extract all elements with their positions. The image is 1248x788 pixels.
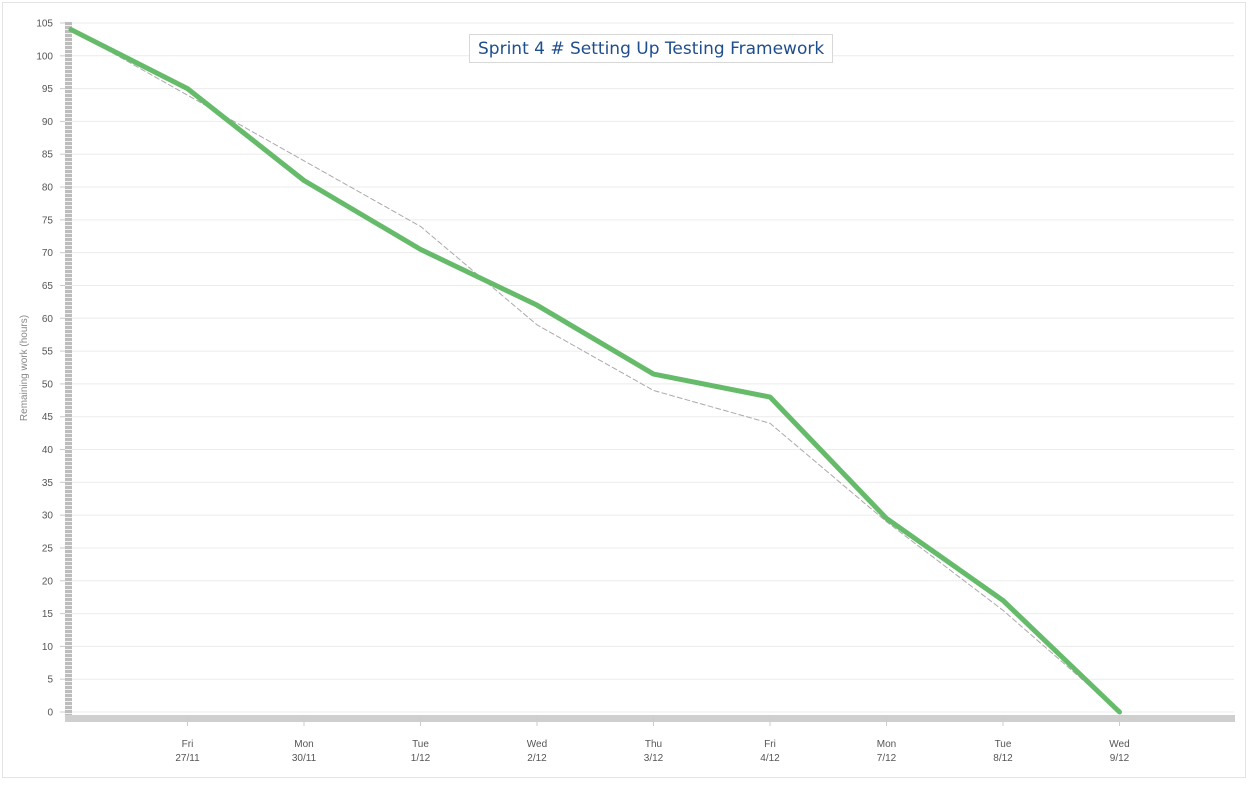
gridlines — [71, 22, 1234, 713]
x-tick-date: 1/12 — [411, 753, 431, 764]
y-tick-label: 35 — [42, 478, 54, 489]
y-tick-label: 50 — [42, 379, 54, 390]
y-tick-label: 60 — [42, 314, 54, 325]
x-tick-day: Thu — [645, 739, 662, 750]
x-tick-date: 30/11 — [292, 753, 317, 764]
y-tick-label: 40 — [42, 445, 54, 456]
x-tick-day: Tue — [412, 739, 429, 750]
y-tick-label: 55 — [42, 347, 54, 358]
x-tick-date: 7/12 — [877, 753, 897, 764]
x-tick-date: 3/12 — [644, 753, 664, 764]
y-tick-label: 0 — [47, 708, 53, 719]
y-tick-label: 90 — [42, 117, 54, 128]
x-tick-day: Tue — [995, 739, 1012, 750]
x-tick-date: 8/12 — [993, 753, 1013, 764]
x-tick-day: Mon — [877, 739, 896, 750]
y-tick-label: 100 — [36, 51, 53, 62]
x-tick-day: Fri — [182, 739, 194, 750]
y-tick-label: 15 — [42, 609, 54, 620]
y-tick-label: 85 — [42, 150, 54, 161]
y-tick-label: 105 — [36, 19, 53, 30]
y-tick-label: 20 — [42, 576, 54, 587]
x-axis-bar — [65, 715, 1235, 722]
y-tick-label: 5 — [47, 675, 53, 686]
y-tick-label: 25 — [42, 543, 54, 554]
x-tick-date: 4/12 — [760, 753, 780, 764]
y-tick-label: 45 — [42, 412, 54, 423]
remaining-series-line — [68, 27, 1122, 715]
y-tick-label: 75 — [42, 215, 54, 226]
x-tick-day: Wed — [1109, 739, 1129, 750]
y-axis-label: Remaining work (hours) — [19, 315, 30, 421]
y-tick-label: 70 — [42, 248, 54, 259]
series — [68, 27, 1122, 715]
ideal-series-line — [70, 29, 1120, 713]
y-tick-label: 10 — [42, 642, 54, 653]
x-tick-day: Fri — [764, 739, 776, 750]
chart-title: Sprint 4 # Setting Up Testing Framework — [478, 38, 825, 59]
x-tick-date: 9/12 — [1110, 753, 1130, 764]
x-tick-date: 27/11 — [175, 753, 200, 764]
y-tick-label: 30 — [42, 511, 54, 522]
x-tick-day: Mon — [294, 739, 313, 750]
chart-title-box: Sprint 4 # Setting Up Testing Framework — [469, 34, 834, 63]
axes: 0 5 10 15 20 25 30 35 40 45 50 55 60 65 70 75 80 85 90 95 10… — [36, 19, 1235, 764]
y-tick-label: 95 — [42, 84, 54, 95]
x-tick-day: Wed — [527, 739, 547, 750]
y-tick-label: 80 — [42, 183, 54, 194]
y-tick-label: 65 — [42, 281, 54, 292]
x-tick-date: 2/12 — [527, 753, 547, 764]
